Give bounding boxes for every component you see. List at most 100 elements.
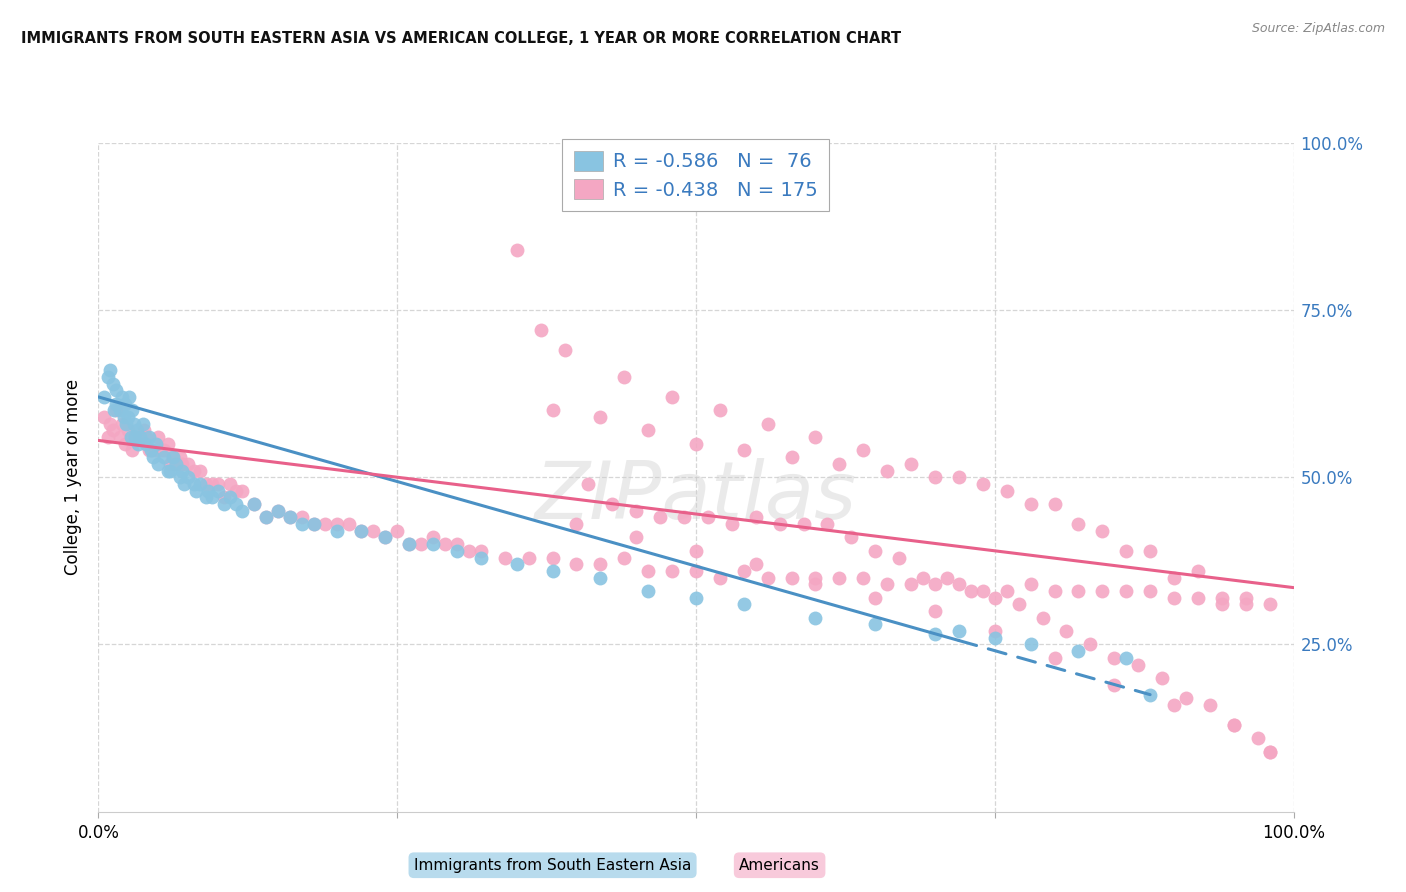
Point: [97, 369, 120, 384]
Point: [494, 550, 516, 565]
Point: [125, 430, 148, 444]
Point: [984, 624, 1007, 639]
Point: [422, 537, 444, 551]
Point: [1150, 671, 1173, 685]
Point: [673, 510, 696, 524]
Point: [1234, 591, 1257, 605]
Point: [637, 583, 659, 598]
Point: [506, 557, 529, 572]
Point: [254, 510, 277, 524]
Point: [1019, 577, 1042, 591]
Point: [804, 571, 827, 585]
Point: [446, 537, 468, 551]
Point: [589, 557, 612, 572]
Point: [541, 403, 564, 417]
Point: [278, 510, 301, 524]
Point: [101, 376, 124, 391]
Point: [1019, 497, 1042, 511]
Point: [1067, 644, 1090, 658]
Point: [433, 537, 456, 551]
Point: [98, 417, 122, 431]
Point: [1187, 564, 1209, 578]
Point: [529, 323, 551, 337]
Point: [111, 390, 134, 404]
Point: [589, 410, 612, 425]
Point: [1222, 717, 1246, 731]
Point: [804, 577, 827, 591]
Point: [1163, 571, 1185, 585]
Point: [876, 577, 898, 591]
Point: [995, 583, 1018, 598]
Point: [326, 516, 349, 531]
Point: [1032, 611, 1054, 625]
Point: [201, 490, 224, 504]
Point: [841, 530, 863, 544]
Point: [156, 464, 179, 478]
Point: [1043, 583, 1066, 598]
Point: [162, 450, 184, 464]
Point: [141, 443, 163, 458]
Point: [828, 571, 851, 585]
Point: [924, 604, 946, 618]
Point: [721, 516, 744, 531]
Point: [254, 510, 277, 524]
Point: [127, 436, 149, 450]
Point: [114, 436, 136, 450]
Point: [1258, 744, 1281, 758]
Point: [162, 450, 184, 464]
Point: [121, 403, 143, 417]
Point: [103, 403, 125, 417]
Point: [1258, 744, 1281, 758]
Point: [177, 470, 200, 484]
Point: [1175, 690, 1198, 705]
Point: [97, 430, 120, 444]
Point: [132, 424, 155, 438]
Point: [661, 390, 683, 404]
Point: [173, 476, 195, 491]
Point: [188, 464, 211, 478]
Point: [446, 543, 468, 558]
Point: [374, 530, 396, 544]
Point: [685, 543, 707, 558]
Point: [350, 524, 373, 538]
Point: [733, 443, 755, 458]
Point: [685, 564, 707, 578]
Point: [115, 417, 138, 431]
Y-axis label: College, 1 year or more: College, 1 year or more: [65, 379, 83, 575]
Point: [876, 464, 898, 478]
Point: [948, 624, 970, 639]
Point: [745, 557, 768, 572]
Point: [169, 450, 191, 464]
Point: [984, 631, 1007, 645]
Point: [207, 476, 229, 491]
Point: [863, 617, 887, 632]
Point: [135, 430, 157, 444]
Point: [145, 443, 167, 458]
Point: [685, 436, 707, 450]
Point: [267, 503, 290, 517]
Point: [135, 436, 157, 450]
Point: [924, 470, 946, 484]
Point: [142, 450, 165, 464]
Text: Source: ZipAtlas.com: Source: ZipAtlas.com: [1251, 22, 1385, 36]
Point: [1091, 524, 1114, 538]
Point: [315, 516, 337, 531]
Point: [98, 363, 122, 377]
Point: [212, 490, 235, 504]
Point: [149, 443, 172, 458]
Point: [385, 524, 409, 538]
Point: [194, 476, 218, 491]
Point: [924, 577, 946, 591]
Point: [541, 550, 564, 565]
Point: [506, 243, 529, 257]
Point: [101, 424, 124, 438]
Point: [267, 503, 290, 517]
Point: [780, 571, 803, 585]
Point: [565, 557, 588, 572]
Point: [291, 510, 314, 524]
Point: [1067, 516, 1090, 531]
Point: [291, 516, 314, 531]
Point: [1198, 698, 1220, 712]
Point: [93, 410, 115, 425]
Point: [959, 583, 981, 598]
